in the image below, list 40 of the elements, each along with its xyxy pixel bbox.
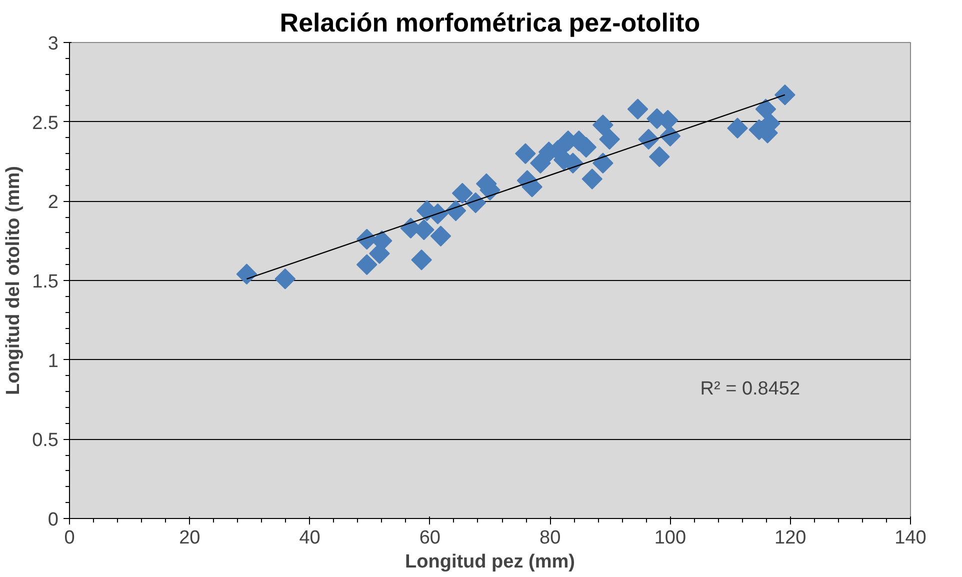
- x-tick-label: 120: [774, 528, 806, 548]
- x-tick-label: 0: [64, 528, 75, 548]
- x-tick-label: 100: [654, 528, 686, 548]
- point: [465, 192, 486, 214]
- point: [274, 268, 296, 290]
- y-tick-label: 2.5: [32, 112, 59, 134]
- x-tick-label: 140: [894, 528, 926, 548]
- point: [530, 152, 551, 174]
- point: [515, 143, 536, 164]
- point: [452, 182, 473, 204]
- x-axis-title: Longitud pez (mm): [405, 552, 575, 572]
- point: [627, 98, 648, 120]
- point: [774, 84, 796, 106]
- x-tick-label: 40: [299, 528, 320, 548]
- point: [649, 146, 670, 168]
- y-tick-label: 3: [48, 34, 59, 54]
- point: [727, 118, 748, 139]
- x-tick-label: 20: [179, 528, 200, 548]
- y-axis-title: Longitud del otolito (mm): [3, 166, 24, 395]
- point: [236, 264, 258, 285]
- point: [592, 152, 614, 174]
- y-tick-label: 1: [48, 350, 59, 372]
- point: [755, 98, 776, 120]
- y-tick-label: 1.5: [32, 272, 59, 292]
- y-tick-label: 0: [48, 510, 59, 530]
- annotation: R² = 0.8452: [700, 378, 800, 400]
- point: [411, 249, 432, 270]
- x-tick-label: 80: [540, 528, 561, 548]
- x-tick-label: 60: [419, 528, 440, 548]
- point: [430, 226, 452, 246]
- point: [445, 200, 466, 222]
- y-tick-label: 0.5: [32, 430, 59, 452]
- point: [638, 128, 659, 150]
- point: [582, 168, 603, 190]
- point: [592, 114, 614, 136]
- point: [599, 128, 620, 150]
- point: [356, 254, 378, 276]
- y-tick-label: 2: [48, 192, 59, 214]
- point: [660, 126, 681, 147]
- chart-title: Relación morfométrica pez-otolito: [280, 8, 700, 38]
